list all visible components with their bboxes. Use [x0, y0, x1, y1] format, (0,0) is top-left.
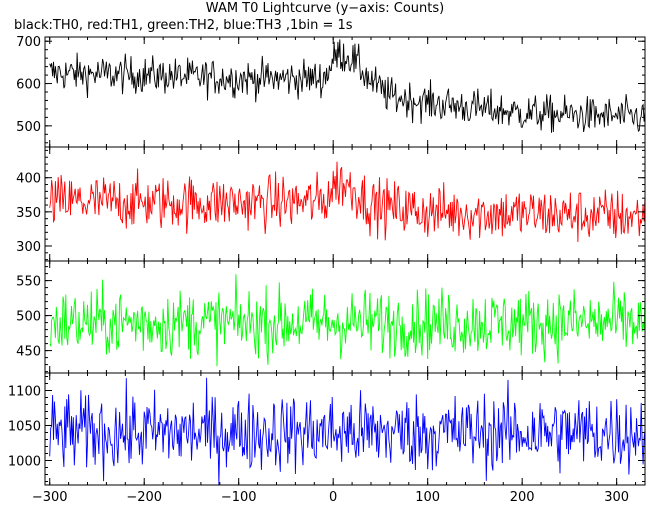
chart-title: WAM T0 Lightcurve (y−axis: Counts)	[205, 1, 445, 16]
panel-frame-1	[44, 36, 646, 148]
y-tick-label-350: 350	[16, 206, 41, 221]
series-line-th0	[49, 39, 645, 133]
y-tick-label-500: 500	[16, 310, 41, 325]
y-tick-label-300: 300	[16, 240, 41, 255]
y-tick-label-550: 550	[16, 275, 41, 290]
y-tick-label-500: 500	[16, 120, 41, 135]
x-tick-label--200: −200	[126, 490, 162, 505]
x-tick-label-200: 200	[510, 490, 535, 505]
series-line-th2	[49, 274, 645, 367]
panel-frame-4	[44, 372, 646, 486]
x-tick-label--100: −100	[221, 490, 257, 505]
y-tick-label-1100: 1100	[8, 385, 41, 400]
series-line-th3	[49, 377, 645, 485]
y-tick-label-1050: 1050	[8, 420, 41, 435]
x-tick-label-100: 100	[415, 490, 440, 505]
x-tick-label-300: 300	[604, 490, 629, 505]
y-tick-label-600: 600	[16, 78, 41, 93]
x-tick-label--300: −300	[32, 490, 68, 505]
y-tick-label-1000: 1000	[8, 455, 41, 470]
y-tick-label-400: 400	[16, 172, 41, 187]
chart-subtitle: black:TH0, red:TH1, green:TH2, blue:TH3 …	[14, 18, 353, 33]
series-line-th1	[49, 161, 645, 243]
x-tick-label-0: 0	[329, 490, 337, 505]
y-tick-label-450: 450	[16, 345, 41, 360]
y-tick-label-700: 700	[16, 35, 41, 50]
